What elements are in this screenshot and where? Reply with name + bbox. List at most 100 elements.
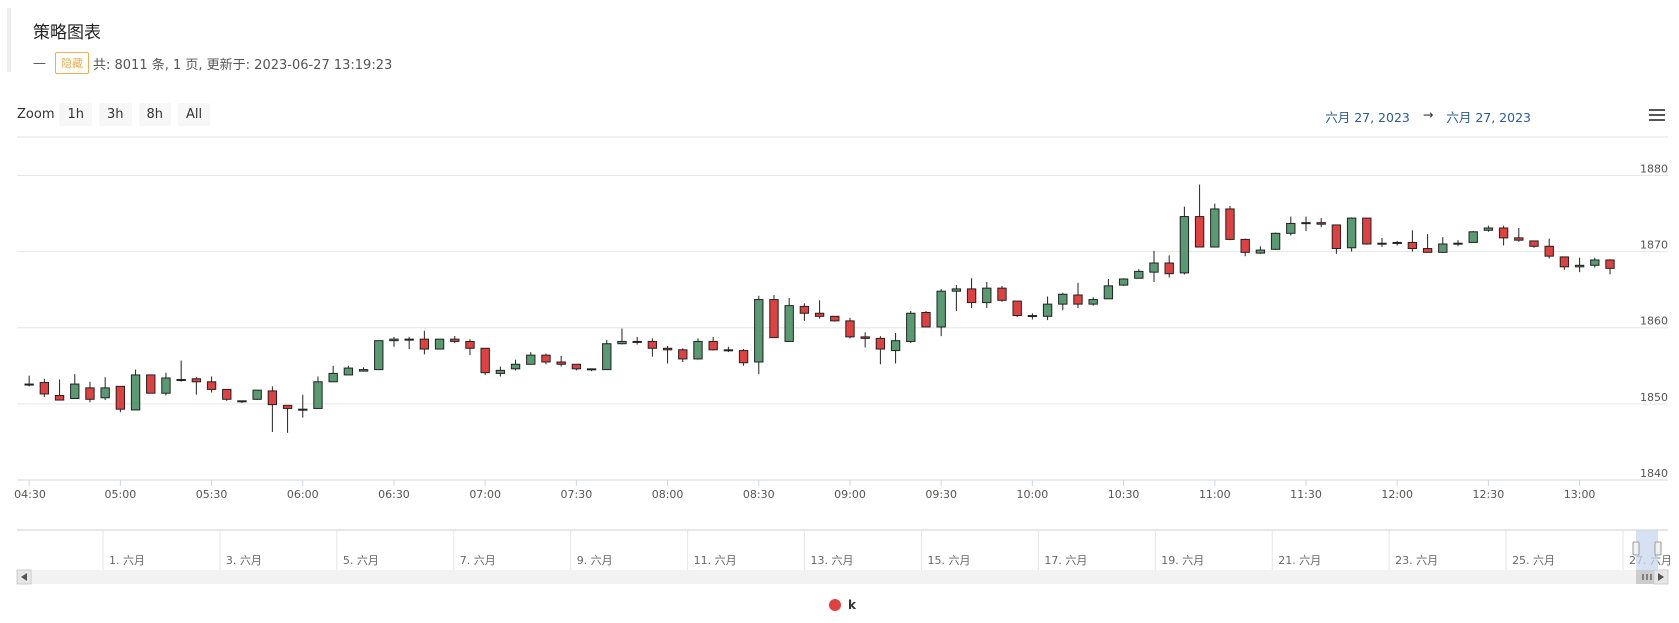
navigator-date-label: 7. 六月 [460,554,496,567]
x-tick-label: 09:00 [834,488,866,501]
candle-up [358,369,369,372]
candle-down [191,378,202,383]
candle-up [723,349,734,352]
legend-item[interactable]: k [829,598,856,612]
candle-down [1164,262,1174,275]
x-tick-label: 11:30 [1290,488,1322,501]
candle-down [571,363,582,370]
x-tick-label: 07:30 [561,488,593,501]
candle-down [1073,294,1083,305]
candle-up [1346,217,1357,249]
candle-up [1134,270,1144,279]
y-tick-label: 1850 [1640,391,1668,404]
candle-down [237,400,247,403]
candle-down [860,336,870,339]
candle-up [1377,242,1387,245]
candle-up [161,377,171,394]
candle-down [1544,245,1554,257]
candle-up [1438,243,1448,253]
zoom-1h-button[interactable]: 1h [59,103,92,126]
candle-down [830,315,840,322]
candle-up [1027,315,1038,318]
candle-down [1316,222,1326,225]
x-tick-label: 06:30 [378,488,410,501]
candle-down [146,374,156,394]
candle-up [328,372,338,383]
candle-up [434,338,445,350]
candle-up [890,340,901,352]
chart-info-line: — 隐藏 共: 8011 条, 1 页, 更新于: 2023-06-27 13:… [33,52,392,74]
date-range: 六月 27, 2023 → 六月 27, 2023 [1325,107,1531,126]
zoom-3h-button[interactable]: 3h [99,103,132,126]
navigator-handle-left [1632,541,1640,556]
candle-down [480,347,490,374]
candle-down [1225,208,1235,240]
x-tick-label: 08:30 [743,488,775,501]
collapse-dash[interactable]: — [33,55,46,71]
navigator-date-label: 13. 六月 [811,554,854,567]
candle-down [678,349,688,360]
candle-up [510,363,521,370]
candle-up [404,338,414,341]
x-tick-label: 07:00 [469,488,501,501]
candle-down [282,404,293,409]
x-tick-label: 08:00 [652,488,684,501]
candle-up [1042,303,1053,317]
legend-dot-icon [829,599,841,611]
candle-down [206,381,217,390]
hide-badge[interactable]: 隐藏 [55,52,89,74]
zoom-8h-button[interactable]: 8h [138,103,172,126]
candle-down [1194,216,1205,248]
candle-up [632,340,642,343]
navigator-handle-right [1654,541,1662,556]
candle-up [951,288,962,292]
x-tick-label: 05:30 [196,488,228,501]
y-tick-label: 1840 [1640,467,1668,480]
candle-up [754,299,764,363]
navigator-selection [1636,530,1658,570]
range-arrow: → [1422,107,1434,122]
candle-down [966,288,977,304]
candle-down [1605,259,1615,269]
range-from-input[interactable]: 六月 27, 2023 [1325,110,1410,125]
candle-up [1118,278,1129,286]
hamburger-menu-icon[interactable] [1649,109,1665,121]
candle-down [799,305,810,314]
candle-up [1270,232,1281,250]
x-tick-label: 12:30 [1473,488,1505,501]
candle-up [1149,262,1159,273]
candle-down [738,350,749,364]
range-to-input[interactable]: 六月 27, 2023 [1446,110,1531,125]
x-tick-label: 10:30 [1108,488,1140,501]
candle-down [1331,224,1342,250]
candle-up [1103,285,1114,300]
candle-up [1301,222,1311,225]
candle-down [662,347,673,351]
navigator-date-label: 9. 六月 [577,554,613,567]
candle-up [617,340,627,345]
zoom-label: Zoom [17,107,55,122]
x-tick-label: 10:00 [1017,488,1049,501]
candle-up [906,312,916,342]
zoom-all-button[interactable]: All [178,103,211,126]
candle-up [1286,222,1296,234]
candle-down [814,312,825,317]
candle-down [1362,217,1372,245]
candle-down [1422,248,1433,253]
candle-up [130,374,141,411]
candle-down [419,338,430,350]
x-tick-label: 06:00 [287,488,319,501]
candle-down [1498,227,1509,239]
candle-up [313,381,323,409]
scrollbar-track [17,570,1668,584]
arrow-left-icon [21,573,27,581]
candle-up [298,408,308,411]
candle-down [1529,240,1539,247]
navigator-date-label: 19. 六月 [1161,554,1204,567]
x-tick-label: 04:30 [14,488,46,501]
candle-up [100,387,110,399]
candle-down [222,388,232,400]
candle-up [495,369,506,374]
candle-down [769,299,779,339]
